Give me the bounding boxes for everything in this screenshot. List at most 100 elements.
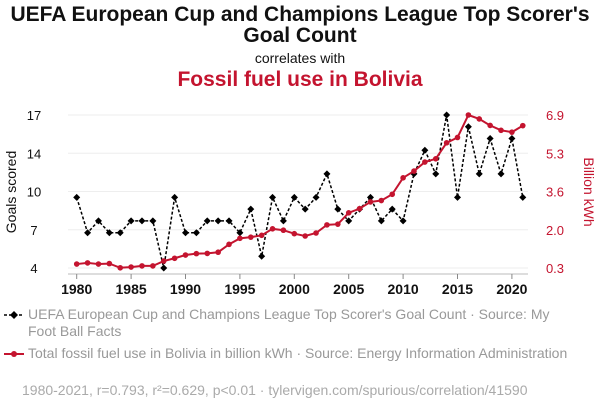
data-point-fossil <box>454 134 461 141</box>
data-point-fossil <box>160 258 167 264</box>
data-point-goals <box>269 193 277 201</box>
data-point-goals <box>345 217 353 225</box>
x-tick-label: 1995 <box>224 281 255 297</box>
x-tick-label: 1990 <box>170 281 201 297</box>
data-point-goals <box>519 193 527 201</box>
y-tick-label: 4 <box>30 261 37 276</box>
data-point-fossil <box>313 230 319 236</box>
correlates-text: correlates with <box>254 50 346 66</box>
footer-stats: 1980-2021, r=0.793, r²=0.629, p<0.01 · t… <box>22 382 528 398</box>
legend-item-goals: UEFA European Cup and Champions League T… <box>4 306 568 340</box>
data-point-fossil <box>280 227 287 234</box>
data-point-goals <box>149 217 157 225</box>
data-point-fossil <box>269 226 276 232</box>
y2-tick-label: 2.0 <box>546 223 564 238</box>
data-point-goals <box>432 170 440 178</box>
data-point-goals <box>279 217 287 225</box>
data-point-fossil <box>258 232 265 239</box>
chart-title: UEFA European Cup and Champions League T… <box>10 3 590 47</box>
y2-tick-label: 5.3 <box>546 146 564 161</box>
y-tick-label: 14 <box>27 146 41 161</box>
data-point-goals <box>105 229 113 237</box>
data-point-fossil <box>389 191 396 198</box>
data-point-goals <box>454 193 461 201</box>
data-point-fossil <box>324 222 330 228</box>
data-point-fossil <box>182 252 189 258</box>
data-point-fossil <box>465 112 472 118</box>
legend-item-fossil: Total fossil fuel use in Bolivia in bill… <box>4 345 568 362</box>
data-point-fossil <box>378 197 385 204</box>
y2-axis-label: Billion kWh <box>581 157 597 226</box>
data-point-fossil <box>73 261 80 267</box>
data-point-goals <box>192 229 200 237</box>
data-point-goals <box>236 229 244 237</box>
data-point-goals <box>214 217 222 225</box>
x-tick-label: 2010 <box>388 281 419 297</box>
legend-label-goals: UEFA European Cup and Champions League T… <box>28 306 550 339</box>
data-point-fossil <box>215 249 221 256</box>
data-point-goals <box>127 217 135 225</box>
data-point-goals <box>171 193 179 201</box>
data-point-goals <box>486 135 494 143</box>
legend-label-fossil: Total fossil fuel use in Bolivia in bill… <box>28 345 568 361</box>
x-tick-label: 2020 <box>496 281 527 297</box>
y-axis-label: Goals scored <box>3 151 19 233</box>
data-point-fossil <box>487 122 493 129</box>
data-point-fossil <box>335 221 341 227</box>
data-point-fossil <box>400 175 406 181</box>
x-tick-label: 2000 <box>279 281 310 297</box>
data-point-fossil <box>84 260 91 266</box>
data-point-fossil <box>509 129 515 135</box>
data-point-fossil <box>356 205 363 212</box>
data-point-fossil <box>443 140 450 146</box>
data-point-fossil <box>476 116 483 122</box>
legend-marker-red <box>4 351 24 357</box>
data-point-fossil <box>302 233 308 239</box>
data-point-goals <box>258 252 266 260</box>
data-point-goals <box>94 217 102 225</box>
data-point-fossil <box>139 263 145 269</box>
data-point-goals <box>497 170 505 178</box>
chart-subtitle: Fossil fuel use in Bolivia <box>177 68 423 91</box>
data-point-fossil <box>367 199 374 205</box>
data-point-fossil <box>432 156 439 162</box>
data-point-goals <box>84 229 92 237</box>
data-point-goals <box>203 217 211 225</box>
data-point-goals <box>464 123 472 131</box>
data-point-goals <box>225 217 233 225</box>
data-point-goals <box>366 193 374 201</box>
data-point-fossil <box>171 255 178 262</box>
data-point-fossil <box>150 263 156 269</box>
data-point-fossil <box>411 168 417 174</box>
data-point-fossil <box>345 210 352 216</box>
y2-tick-label: 6.9 <box>546 108 564 123</box>
x-tick-label: 2005 <box>333 281 364 297</box>
data-point-goals <box>421 146 429 154</box>
data-point-goals <box>301 205 309 213</box>
x-tick-label: 1980 <box>61 281 92 297</box>
data-point-fossil <box>422 159 428 165</box>
data-point-fossil <box>226 241 232 248</box>
x-tick-label: 1985 <box>116 281 147 297</box>
y-tick-label: 7 <box>30 223 37 238</box>
y-tick-label: 17 <box>27 108 41 123</box>
data-point-goals <box>334 205 342 213</box>
data-point-fossil <box>193 250 200 257</box>
data-point-goals <box>160 264 168 272</box>
data-point-fossil <box>237 235 243 242</box>
data-point-goals <box>475 170 483 178</box>
y2-tick-label: 0.3 <box>546 261 564 276</box>
data-point-fossil <box>291 230 298 237</box>
y2-tick-label: 3.6 <box>546 185 564 200</box>
data-point-goals <box>508 135 516 143</box>
data-point-goals <box>377 217 385 225</box>
data-point-fossil <box>498 127 504 134</box>
data-point-goals <box>116 229 124 237</box>
data-point-goals <box>247 205 255 213</box>
data-point-goals <box>138 217 146 225</box>
x-tick-label: 2015 <box>442 281 473 297</box>
data-point-fossil <box>519 122 526 129</box>
data-point-goals <box>312 193 320 201</box>
data-point-fossil <box>117 264 124 271</box>
